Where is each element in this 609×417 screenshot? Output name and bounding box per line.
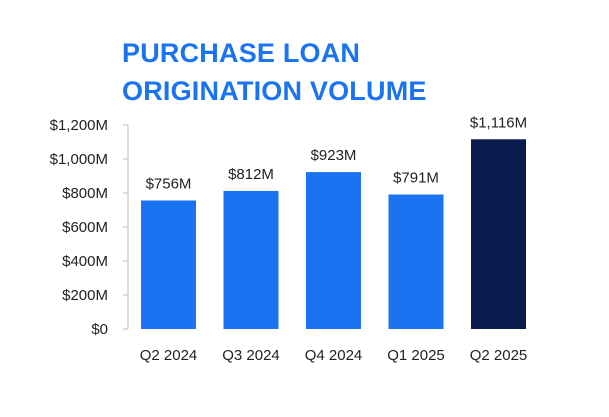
y-tick-label: $0 <box>91 321 108 338</box>
bar-value-label: $923M <box>311 147 357 164</box>
x-category-label: Q2 2025 <box>470 347 528 364</box>
x-category-label: Q3 2024 <box>222 347 280 364</box>
x-category-label: Q2 2024 <box>140 347 198 364</box>
y-tick-label: $1,000M <box>50 151 108 168</box>
bar-value-label: $791M <box>393 170 439 187</box>
y-tick-label: $1,200M <box>50 117 108 134</box>
y-tick-label: $600M <box>62 219 108 236</box>
x-category-label: Q1 2025 <box>387 347 445 364</box>
bar-value-label: $1,116M <box>470 114 527 131</box>
y-tick-label: $200M <box>62 287 108 304</box>
bar <box>388 194 444 329</box>
bar <box>141 200 196 329</box>
chart-title-line-1: PURCHASE LOAN <box>122 38 361 68</box>
y-tick-label: $400M <box>62 253 108 270</box>
bar <box>223 190 279 329</box>
chart-title-line-2: ORIGINATION VOLUME <box>122 76 427 106</box>
bar <box>471 139 526 329</box>
bar-value-label: $812M <box>228 166 274 183</box>
bar-value-label: $756M <box>146 175 192 192</box>
y-tick-label: $800M <box>62 185 108 202</box>
chart-title: PURCHASE LOAN ORIGINATION VOLUME <box>122 34 427 110</box>
x-category-label: Q4 2024 <box>305 347 363 364</box>
bar <box>306 172 361 329</box>
